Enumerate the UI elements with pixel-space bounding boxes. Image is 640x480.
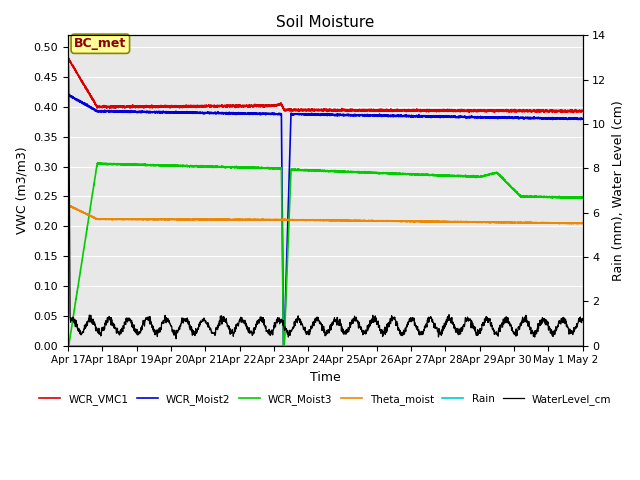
Theta_moist (64, 203, 72, 208)
Title: Soil Moisture: Soil Moisture (276, 15, 374, 30)
Y-axis label: Rain (mm), Water Level (cm): Rain (mm), Water Level (cm) (612, 100, 625, 281)
WCR_VMC1 (64, 56, 72, 61)
Line: WCR_Moist2: WCR_Moist2 (68, 95, 582, 347)
Theta_moist (579, 220, 586, 226)
WCR_Moist2 (289, 111, 297, 117)
WaterLevel_cm (564, 324, 572, 330)
WCR_VMC1 (409, 108, 417, 114)
Line: Theta_moist: Theta_moist (68, 205, 582, 224)
WCR_VMC1 (289, 108, 296, 113)
WCR_Moist2 (64, 92, 72, 98)
WCR_Moist3 (224, 164, 232, 170)
Line: WaterLevel_cm: WaterLevel_cm (68, 65, 582, 339)
WCR_Moist3 (400, 171, 408, 177)
Theta_moist (531, 220, 539, 226)
Line: WCR_Moist3: WCR_Moist3 (68, 163, 582, 346)
WCR_VMC1 (95, 104, 103, 109)
Theta_moist (552, 220, 559, 226)
WCR_Moist2 (157, 109, 164, 115)
WCR_VMC1 (570, 110, 577, 116)
Theta_moist (386, 218, 394, 224)
WCR_Moist2 (95, 109, 103, 115)
Theta_moist (65, 203, 72, 208)
Legend: WCR_VMC1, WCR_Moist2, WCR_Moist3, Theta_moist, Rain, WaterLevel_cm: WCR_VMC1, WCR_Moist2, WCR_Moist3, Theta_… (35, 390, 616, 409)
WCR_Moist2 (236, 111, 244, 117)
WCR_Moist3 (278, 187, 285, 192)
X-axis label: Time: Time (310, 371, 340, 384)
WCR_VMC1 (65, 56, 72, 61)
WCR_VMC1 (295, 107, 303, 113)
Theta_moist (126, 216, 134, 222)
WCR_Moist3 (232, 164, 239, 170)
WCR_Moist3 (579, 195, 586, 201)
WCR_Moist3 (65, 343, 72, 349)
WCR_Moist3 (133, 162, 141, 168)
WCR_VMC1 (236, 103, 244, 108)
WaterLevel_cm (579, 316, 586, 322)
WaterLevel_cm (90, 319, 98, 325)
WCR_Moist2 (65, 92, 72, 97)
Theta_moist (529, 220, 536, 226)
WCR_Moist2 (280, 344, 287, 349)
WaterLevel_cm (564, 324, 572, 329)
WCR_Moist3 (262, 165, 269, 171)
Theta_moist (573, 221, 581, 227)
WCR_Moist2 (295, 111, 303, 117)
Line: WCR_VMC1: WCR_VMC1 (68, 59, 582, 113)
WaterLevel_cm (64, 62, 72, 68)
Text: BC_met: BC_met (74, 37, 127, 50)
WCR_Moist3 (64, 342, 72, 348)
WCR_Moist2 (579, 116, 586, 121)
WaterLevel_cm (172, 336, 180, 342)
WaterLevel_cm (301, 327, 308, 333)
Y-axis label: VWC (m3/m3): VWC (m3/m3) (15, 147, 28, 234)
WCR_VMC1 (157, 104, 164, 110)
WaterLevel_cm (470, 323, 477, 328)
WCR_Moist3 (93, 160, 101, 166)
WCR_VMC1 (579, 108, 586, 114)
WCR_Moist2 (409, 113, 417, 119)
Theta_moist (261, 217, 269, 223)
WaterLevel_cm (315, 317, 323, 323)
